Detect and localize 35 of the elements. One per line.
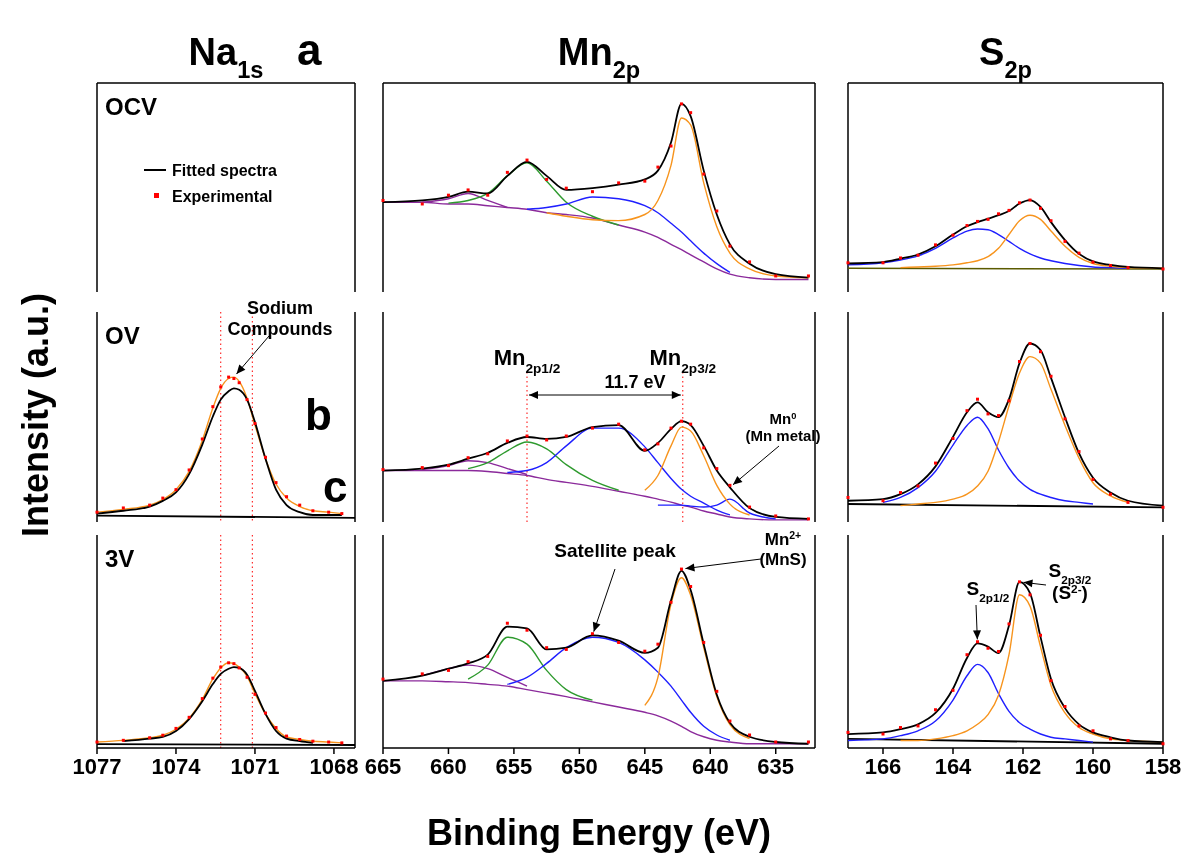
x-tick-label: 665 [364,754,402,779]
annotation: Sodium Compounds [227,298,333,339]
text: Na$_{1s}$ [188,31,264,83]
text: 3V [105,545,135,572]
x-tick-label: 1077 [72,754,122,779]
x-tick-label: 1071 [230,754,280,779]
chart-title: S$_{2p}$ [979,31,1032,83]
text: OV [105,322,140,349]
legend-label: Experimental [172,188,273,205]
annotation: Satellite peak [554,540,677,561]
x-tick-label: 645 [626,754,664,779]
x-tick-label: 1074 [151,754,202,779]
text: a [297,25,322,74]
text: Intensity (a.u.) [15,292,56,538]
x-tick-label: 640 [691,754,729,779]
annotation: Mn$_{2p1/2}$ [493,344,561,376]
x-tick-label: 660 [430,754,467,779]
legend-label: Fitted spectra [172,162,278,179]
x-tick-label: 166 [864,754,902,779]
x-tick-label: 655 [495,754,533,779]
annotation: c [323,462,348,511]
x-tick-label: 635 [757,754,795,779]
annotation: b [305,390,332,439]
x-tick-label: 158 [1144,754,1182,779]
annotation: Mn$^{2+}$ (MnS) [759,529,807,569]
annotation: S$_{2p1/2}$ [966,578,1010,604]
x-tick-label: 162 [1004,754,1042,779]
chart-title: Mn$_{2p}$ [557,31,641,83]
x-tick-label: 160 [1074,754,1112,779]
x-tick-label: 1068 [309,754,359,779]
text: OCV [105,93,158,120]
x-axis-title: Binding Energy (eV) [426,812,772,853]
x-tick-label: 164 [934,754,973,779]
x-tick-label: 650 [561,754,598,779]
annotation: S$_{2p3/2}$ (S$^{2-}$) [1048,560,1092,603]
